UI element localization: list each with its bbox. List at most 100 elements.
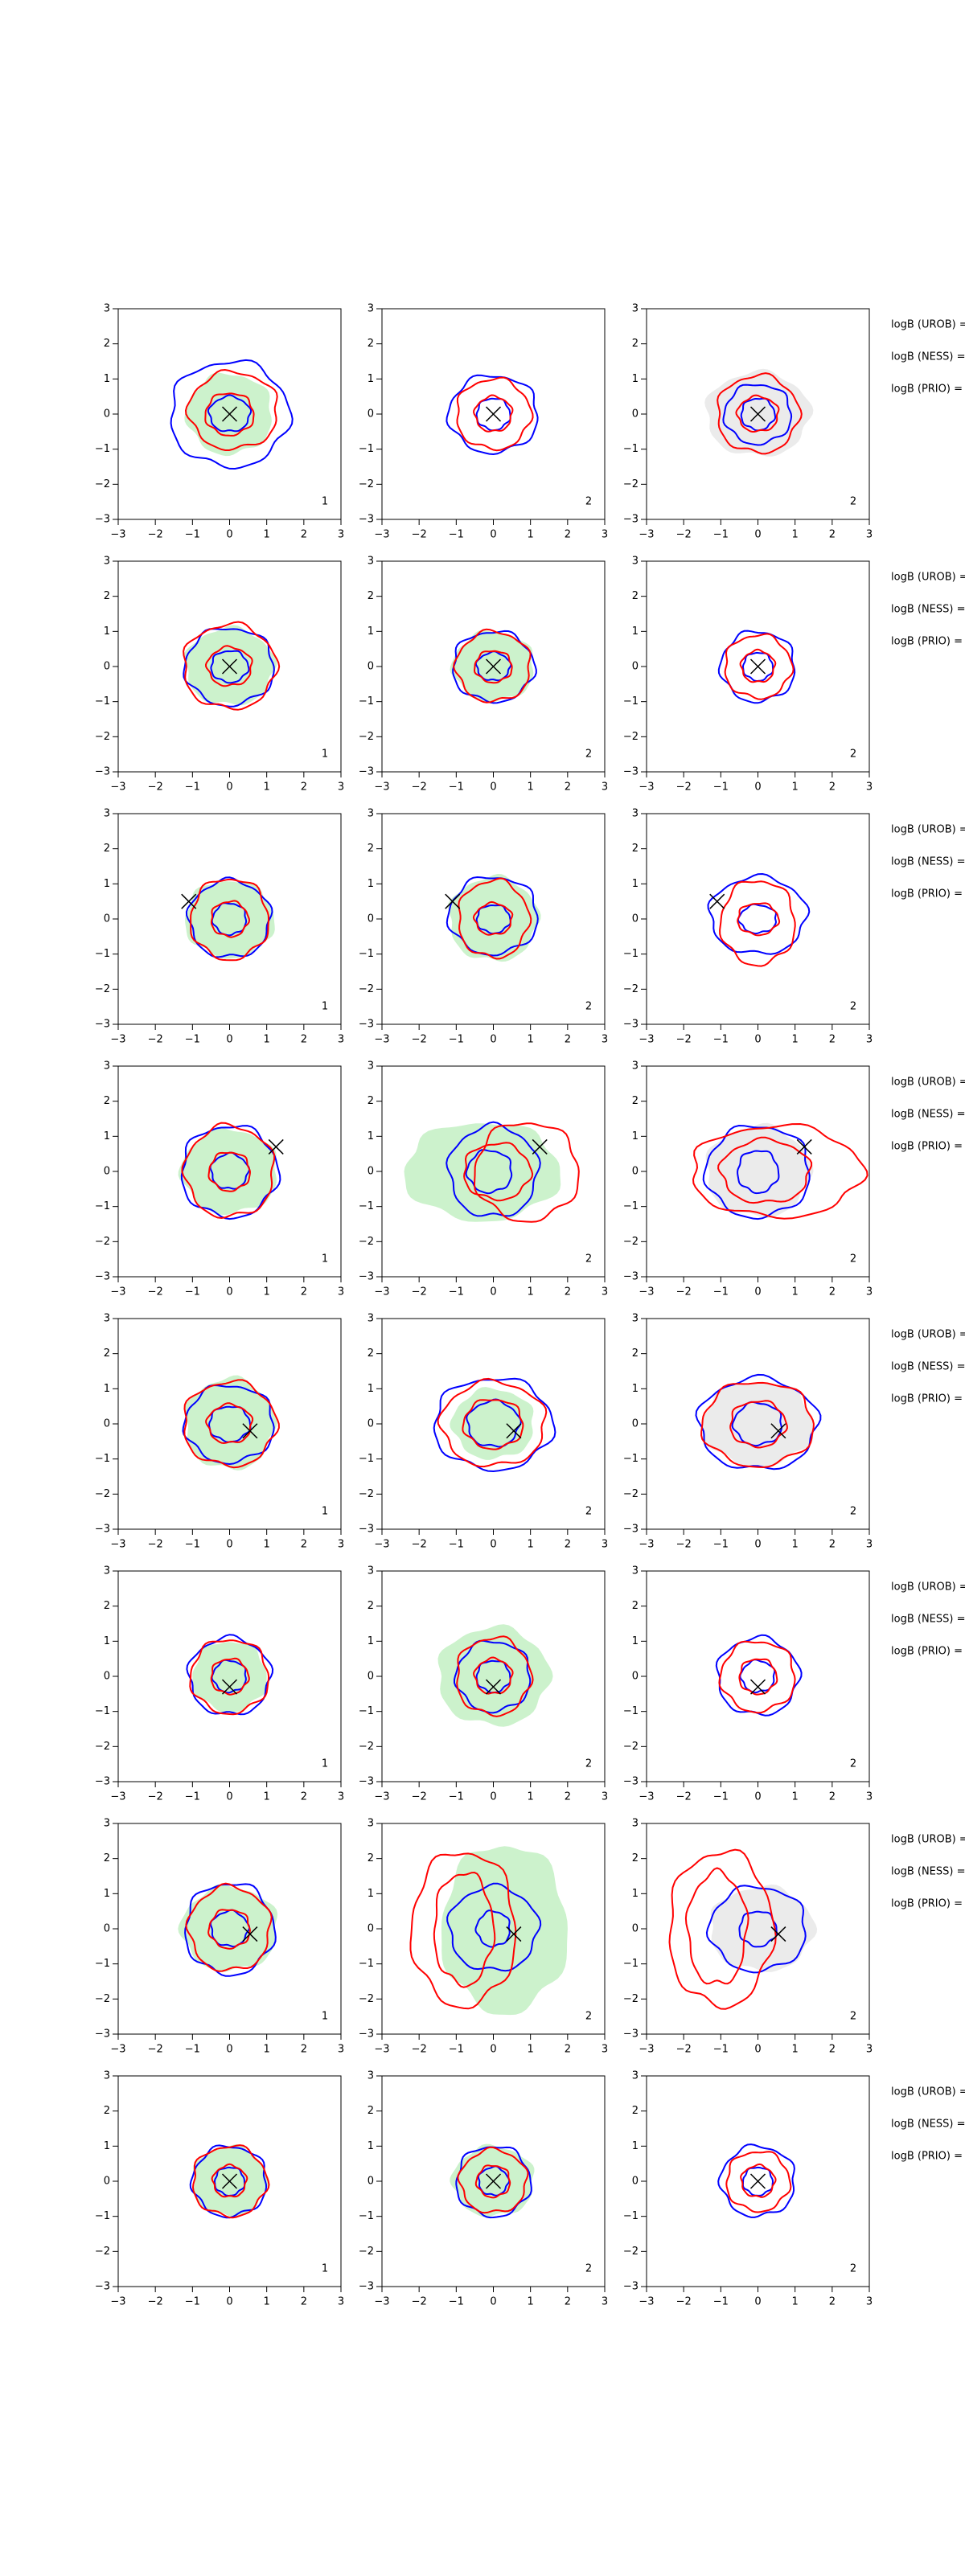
contour-line	[458, 877, 532, 960]
marker-stroke	[221, 406, 238, 422]
y-tick-label: −3	[623, 1524, 639, 1536]
density-fill	[702, 1382, 814, 1467]
x-tick-label: 2	[565, 781, 571, 794]
y-tick-label: 3	[104, 556, 110, 568]
contour-line	[700, 1381, 815, 1469]
contour-line	[456, 1635, 534, 1717]
y-tick-label: −3	[623, 2028, 639, 2041]
contour-line	[205, 1402, 254, 1445]
y-tick-label: 1	[104, 626, 110, 638]
y-tick-label: 2	[368, 1600, 374, 1612]
panel: −3 −2 −1 0 1 2 3 −3 −2 −1 0 1 2 3 2	[359, 1313, 608, 1551]
x-tick-label: 3	[338, 1539, 344, 1551]
x-tick-label: −1	[449, 1791, 464, 1803]
y-tick-label: 2	[632, 843, 639, 855]
x-tick-label: 0	[754, 2296, 761, 2308]
contour-line	[473, 1656, 514, 1695]
annotation: logB (NESS) =	[891, 1866, 965, 1878]
y-tick-label: 0	[632, 1418, 639, 1430]
contour-line	[472, 900, 514, 936]
y-tick-label: 2	[104, 1852, 110, 1864]
contour-line	[207, 1151, 251, 1192]
y-tick-label: 2	[632, 338, 639, 350]
x-tick-label: −1	[713, 1034, 729, 1046]
marker-stroke	[506, 1926, 522, 1942]
y-tick-label: −3	[623, 2281, 639, 2293]
y-tick-label: 0	[368, 408, 374, 420]
y-tick-label: 0	[368, 1671, 374, 1683]
x-tick-label: −2	[412, 1539, 427, 1551]
x-tick-label: −1	[449, 2044, 464, 2056]
y-tick-label: −3	[359, 2028, 374, 2041]
plot-area	[437, 1624, 553, 1727]
contour-line	[717, 372, 803, 455]
y-tick-label: −3	[623, 766, 639, 778]
y-tick-label: 1	[368, 878, 374, 890]
panel: −3 −2 −1 0 1 2 3 −3 −2 −1 0 1 2 3 1	[95, 1060, 344, 1298]
y-tick-label: 3	[368, 1818, 374, 1830]
x-tick-label: 1	[792, 781, 799, 794]
x-tick-label: −2	[148, 1034, 163, 1046]
true-point-marker	[749, 2173, 766, 2189]
plot-area	[668, 1848, 818, 2010]
x-tick-label: −1	[185, 1539, 200, 1551]
x-tick-label: 0	[226, 1539, 232, 1551]
contour-line	[182, 1384, 275, 1466]
y-tick-label: 0	[368, 2176, 374, 2188]
marker-stroke	[221, 1679, 238, 1695]
y-tick-label: −1	[359, 2210, 374, 2222]
plot-area	[185, 876, 275, 962]
plot-area	[189, 2143, 270, 2219]
y-tick-label: −3	[95, 766, 110, 778]
panel-label: 2	[585, 1758, 592, 1770]
y-tick-label: 3	[104, 1060, 110, 1073]
y-tick-label: 1	[632, 1888, 639, 1900]
panel: −3 −2 −1 0 1 2 3 −3 −2 −1 0 1 2 3 1	[95, 556, 344, 794]
plot-area	[404, 1121, 580, 1223]
x-tick-label: −3	[639, 781, 654, 794]
true-point-marker	[506, 1926, 522, 1942]
marker-stroke	[485, 406, 502, 422]
x-tick-label: 2	[829, 781, 836, 794]
x-tick-label: 2	[829, 1539, 836, 1551]
x-tick-label: 1	[528, 2296, 534, 2308]
y-tick-label: 2	[104, 1095, 110, 1107]
x-tick-label: −2	[148, 2044, 163, 2056]
x-tick-label: −1	[713, 1286, 729, 1298]
x-tick-label: −2	[148, 529, 163, 541]
annotation: logB (PRIO) =	[891, 1141, 963, 1153]
x-tick-label: 2	[301, 529, 307, 541]
annotation: logB (NESS) =	[891, 1361, 965, 1373]
contour-line	[729, 1400, 788, 1449]
x-tick-label: −1	[185, 1791, 200, 1803]
x-tick-label: 1	[792, 2296, 799, 2308]
x-tick-label: 3	[866, 781, 873, 794]
contour-line	[204, 645, 253, 687]
annotation: logB (PRIO) =	[891, 636, 963, 648]
panel-label: 2	[850, 2263, 856, 2275]
y-tick-label: 1	[368, 1888, 374, 1900]
x-tick-label: −3	[374, 1034, 389, 1046]
y-tick-label: −1	[95, 695, 110, 708]
x-tick-label: 3	[866, 1791, 873, 1803]
y-tick-label: 2	[104, 338, 110, 350]
x-tick-label: 1	[264, 2296, 270, 2308]
x-tick-label: 2	[829, 1286, 836, 1298]
y-tick-label: 1	[632, 1130, 639, 1142]
x-tick-label: 3	[338, 1034, 344, 1046]
panel: −3 −2 −1 0 1 2 3 −3 −2 −1 0 1 2 3 2 logB (UROB) = logB (…	[623, 2070, 965, 2308]
panel-label: 2	[850, 1253, 856, 1265]
y-tick-label: 3	[632, 556, 639, 568]
x-tick-label: 1	[264, 1034, 270, 1046]
x-tick-label: 1	[792, 1286, 799, 1298]
x-tick-label: −1	[449, 1286, 464, 1298]
contour-line	[446, 1882, 542, 1972]
x-tick-label: 2	[565, 529, 571, 541]
y-tick-label: 0	[104, 2176, 110, 2188]
y-tick-label: −1	[623, 2210, 639, 2222]
x-tick-label: −1	[185, 1286, 200, 1298]
x-tick-label: 0	[490, 1791, 496, 1803]
marker-stroke	[770, 1926, 786, 1942]
annotation: logB (UROB) =	[891, 1581, 965, 1594]
true-point-marker	[485, 658, 502, 675]
